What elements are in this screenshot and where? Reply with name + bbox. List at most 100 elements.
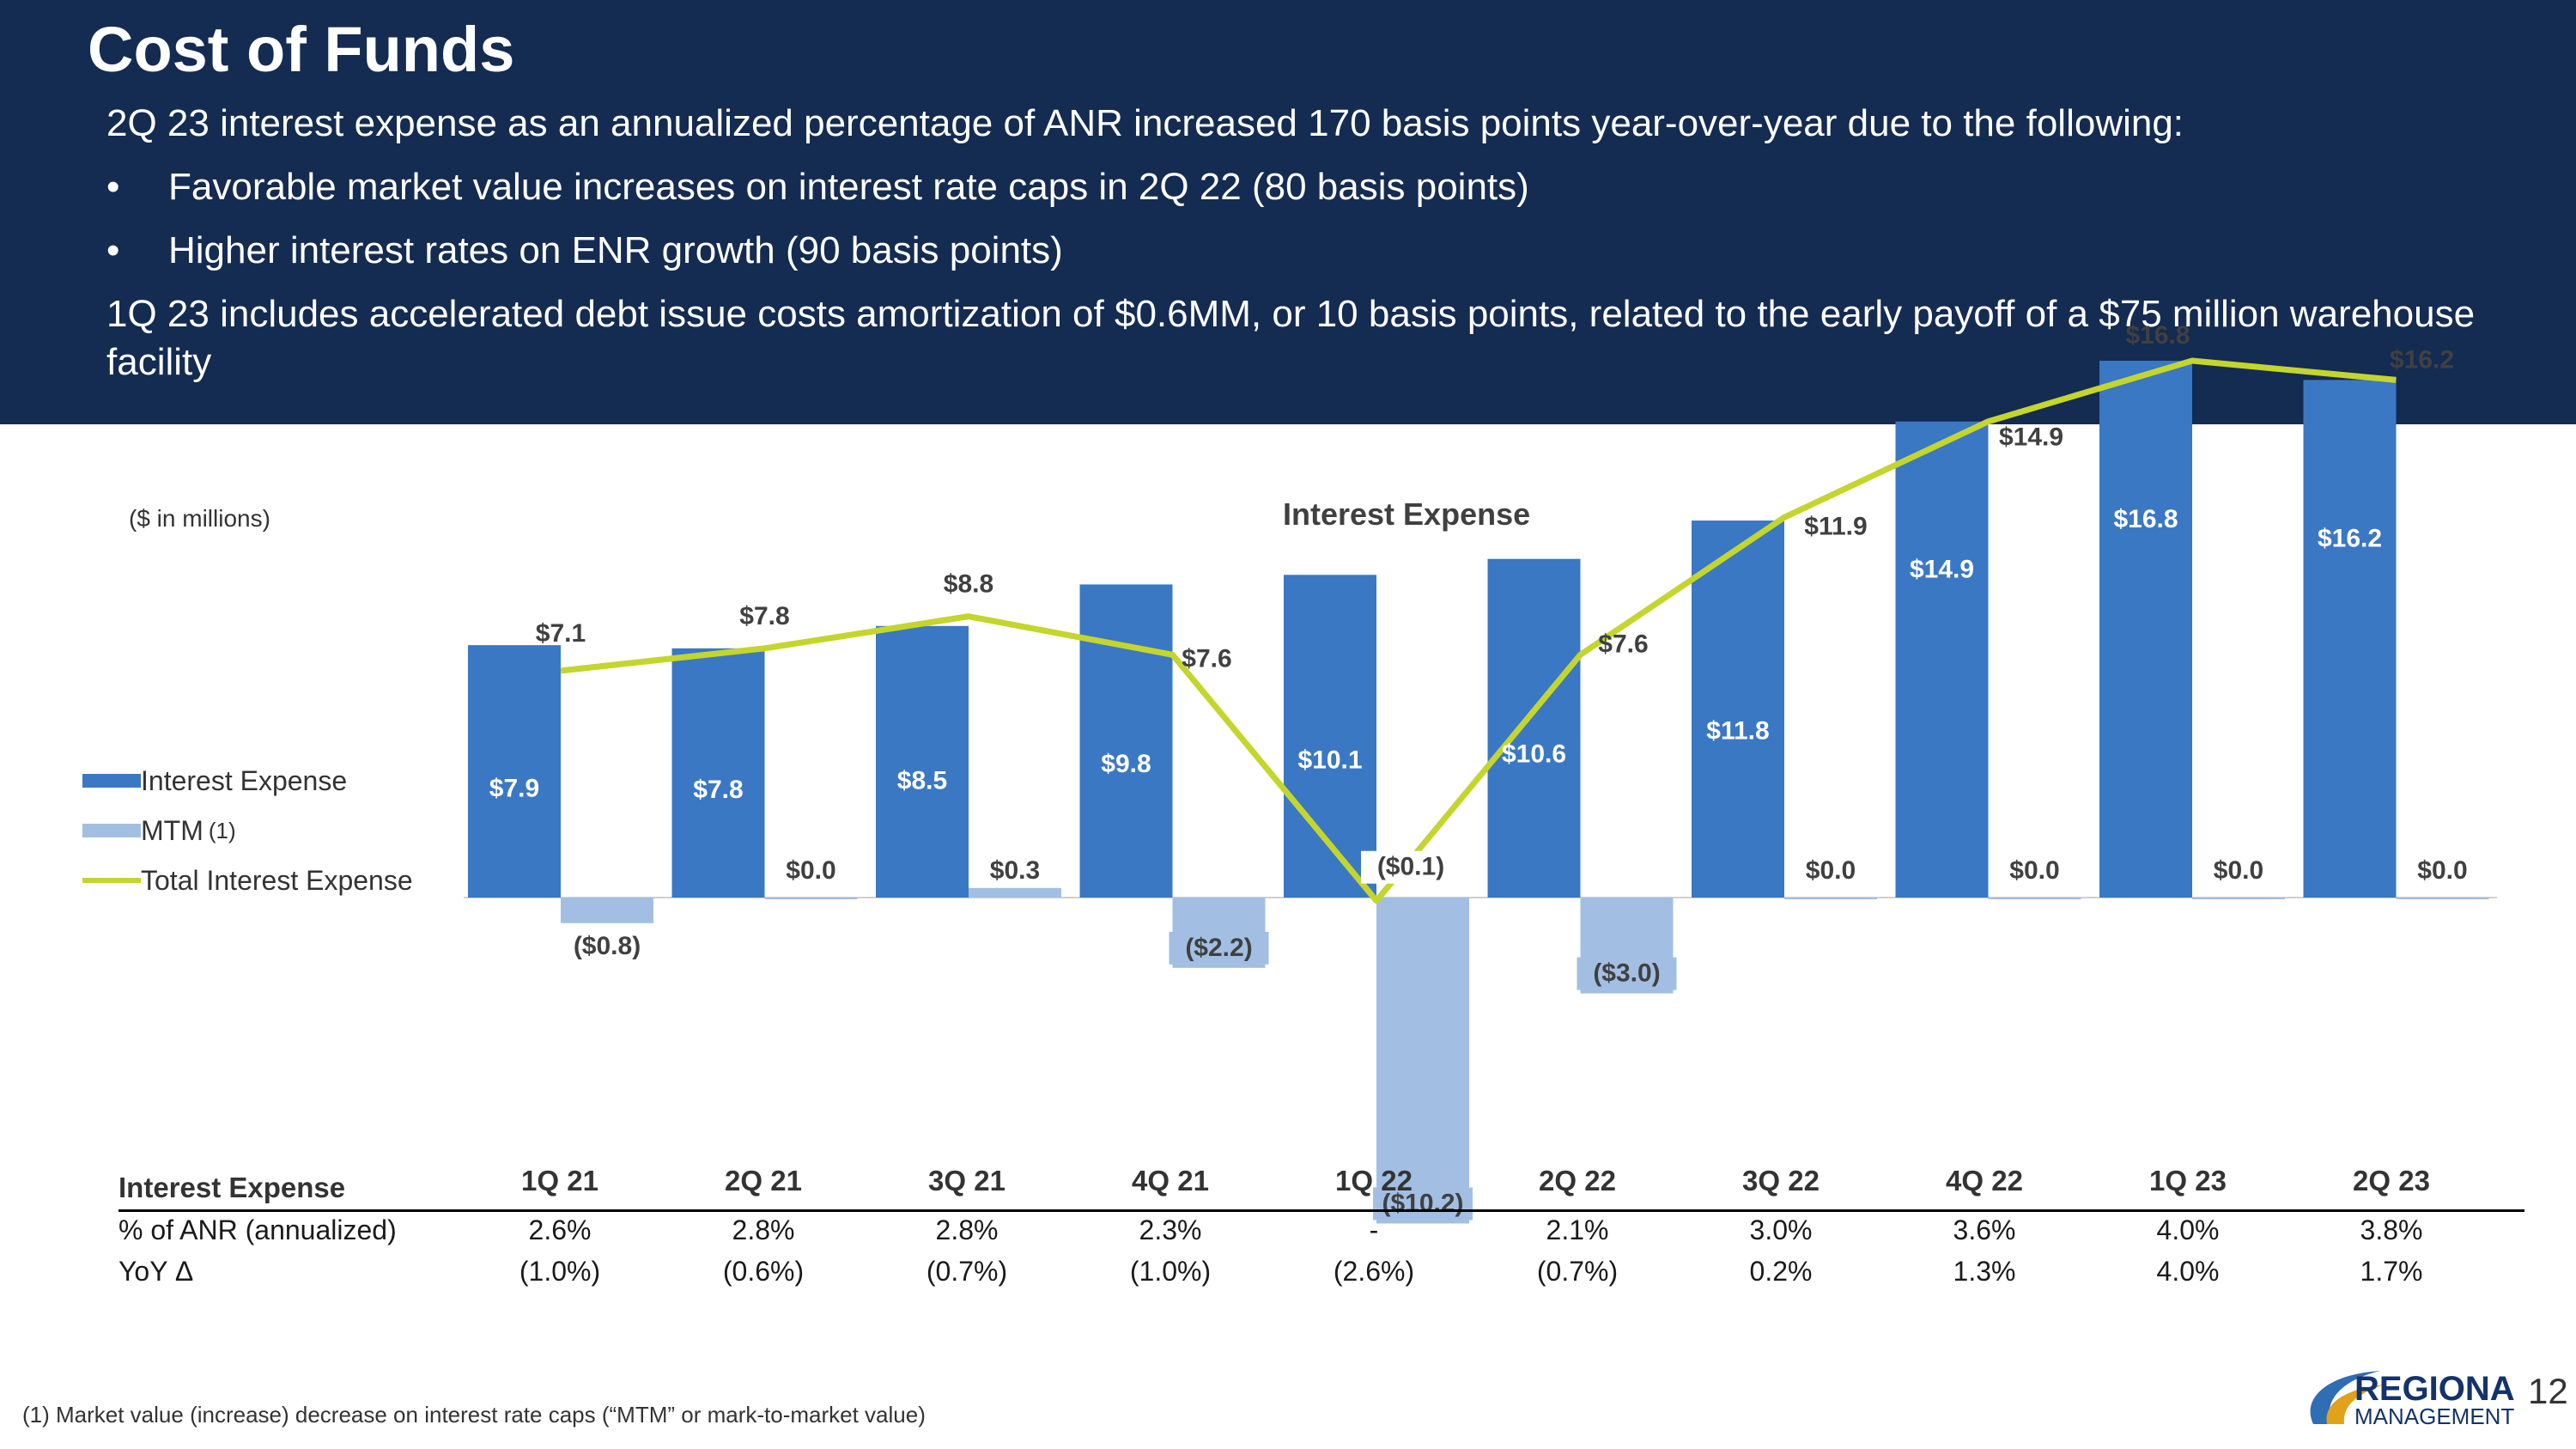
- mtm-bar: [2396, 898, 2489, 899]
- table-column-header: 3Q 21: [928, 1165, 1005, 1196]
- table-cell: 4.0%: [2156, 1256, 2220, 1287]
- interest-expense-bar: [671, 648, 765, 898]
- mtm-bar: [969, 887, 1061, 898]
- data-label-group: $0.0: [2417, 856, 2467, 885]
- interest-expense-bar: [876, 625, 969, 898]
- data-label-group: ($10.2): [1373, 1187, 1473, 1221]
- note-text: 1Q 23 includes accelerated debt issue co…: [106, 293, 2476, 383]
- total-interest-expense-line: [560, 357, 2397, 904]
- data-label-group: $7.6: [1598, 630, 1648, 658]
- header-band: Cost of Funds 2Q 23 interest expense as …: [0, 0, 2576, 424]
- data-label: $16.2: [2318, 524, 2382, 552]
- data-label: $0.0: [2214, 856, 2263, 885]
- data-label-background: [1169, 931, 1269, 965]
- data-label-group: $11.9: [1804, 512, 1867, 540]
- data-label-group: $0.0: [2214, 856, 2263, 885]
- legend-label: Interest Expense: [141, 764, 348, 796]
- table-cell: 2.8%: [935, 1215, 999, 1245]
- table-cell: 0.2%: [1749, 1256, 1813, 1287]
- data-label: $0.0: [2009, 856, 2059, 885]
- legend-item-total-interest-expense: Total Interest Expense: [82, 855, 413, 905]
- data-label: ($10.2): [1382, 1189, 1463, 1217]
- data-label: $0.3: [990, 856, 1040, 885]
- legend-footnote-ref: (1): [208, 817, 236, 843]
- data-label: $11.8: [1706, 717, 1769, 746]
- data-label-background: [1373, 1187, 1473, 1221]
- table-column-header: 1Q 22: [1335, 1165, 1413, 1196]
- legend-label: Total Interest Expense: [141, 864, 413, 896]
- table-cell: 2.3%: [1139, 1215, 1202, 1245]
- table-column-header: 4Q 21: [1132, 1165, 1209, 1196]
- data-label-group: $7.6: [1182, 644, 1231, 673]
- units-note: ($ in millions): [129, 505, 270, 532]
- mtm-bar: [1988, 898, 2081, 899]
- regional-management-logo: REGIONAL MANAGEMENT: [2310, 1370, 2516, 1428]
- table-cell: 2.8%: [732, 1215, 795, 1245]
- data-label: $0.0: [786, 856, 835, 885]
- data-label-group: $8.5: [897, 767, 947, 795]
- data-label: $16.2: [2390, 345, 2454, 374]
- table-row: YoY Δ (1.0%) (0.6%) (0.7%) (1.0%) (2.6%) (0.7…: [118, 1253, 2524, 1294]
- data-label-group: $14.9: [1999, 423, 2063, 452]
- table-cell: 3.0%: [1749, 1215, 1813, 1245]
- table-column-header: 1Q 21: [521, 1165, 598, 1196]
- table-cell: (0.7%): [1536, 1256, 1619, 1287]
- data-label: ($2.2): [1185, 934, 1252, 962]
- table-row-label: % of ANR (annualized): [118, 1215, 397, 1245]
- data-label: $14.9: [1999, 423, 2063, 452]
- data-label: $10.6: [1502, 740, 1566, 768]
- mtm-bar: [1376, 898, 1469, 1224]
- intro-text: 2Q 23 interest expense as an annualized …: [106, 102, 2184, 144]
- interest-expense-bar: [468, 645, 561, 898]
- data-label-group: $10.1: [1297, 746, 1362, 775]
- data-label: $10.1: [1297, 746, 1362, 775]
- interest-expense-bar: [1895, 421, 1989, 898]
- data-label: $7.6: [1182, 644, 1231, 673]
- bullet-marker: •: [106, 229, 120, 271]
- data-label-group: ($0.8): [574, 932, 641, 960]
- header-body: 2Q 23 interest expense as an annualized …: [106, 100, 2511, 402]
- interest-expense-bar: [1079, 584, 1173, 898]
- table-column-header: 2Q 23: [2353, 1165, 2430, 1196]
- table-column-header: 2Q 22: [1539, 1165, 1616, 1196]
- data-label-group: $0.0: [786, 856, 835, 885]
- logo-text-line1: REGIONAL: [2354, 1370, 2516, 1408]
- table-cell: 2.6%: [528, 1215, 592, 1245]
- data-label: $8.5: [897, 767, 947, 795]
- data-label: $14.9: [1910, 556, 1974, 584]
- legend-label: MTM: [141, 814, 204, 846]
- table-cell: (0.7%): [926, 1256, 1008, 1287]
- page-number: 12: [2528, 1371, 2568, 1411]
- table-cell: 3.8%: [2360, 1215, 2423, 1245]
- chart-title: Interest Expense: [1283, 496, 1531, 532]
- table-row-label: YoY Δ: [118, 1256, 194, 1287]
- data-label: $0.0: [2417, 856, 2467, 885]
- table-cell: 3.6%: [1953, 1215, 2016, 1245]
- legend-swatch-mtm: [82, 824, 141, 837]
- mtm-bar: [561, 898, 653, 923]
- mtm-bar: [764, 898, 858, 899]
- interest-expense-bar: [1692, 521, 1784, 898]
- data-label-group: $0.0: [2009, 856, 2059, 885]
- data-label-background: [1577, 957, 1677, 990]
- data-label-group: $9.8: [1101, 750, 1151, 778]
- table-cell: (1.0%): [1129, 1256, 1212, 1287]
- interest-expense-bar: [2303, 380, 2397, 898]
- data-label-group: $7.1: [536, 619, 586, 648]
- data-label-group: ($0.1): [1361, 850, 1461, 884]
- table-column-header: 3Q 22: [1742, 1165, 1820, 1196]
- mtm-bar: [2192, 898, 2285, 899]
- table-cell: 2.1%: [1546, 1215, 1609, 1245]
- data-label-group: $16.2: [2318, 524, 2382, 552]
- bullet-marker: •: [106, 166, 120, 208]
- table-column-header: 2Q 21: [725, 1165, 802, 1196]
- interest-expense-bar: [2099, 361, 2192, 898]
- data-label: $8.8: [944, 570, 993, 599]
- bullet-text: Favorable market value increases on inte…: [168, 166, 1529, 208]
- table-cell: 4.0%: [2156, 1215, 2220, 1245]
- bullet-item: • Higher interest rates on ENR growth (9…: [106, 227, 2511, 275]
- data-label-group: $16.8: [2113, 505, 2178, 533]
- data-label: ($3.0): [1593, 959, 1660, 988]
- page-title: Cost of Funds: [88, 14, 515, 85]
